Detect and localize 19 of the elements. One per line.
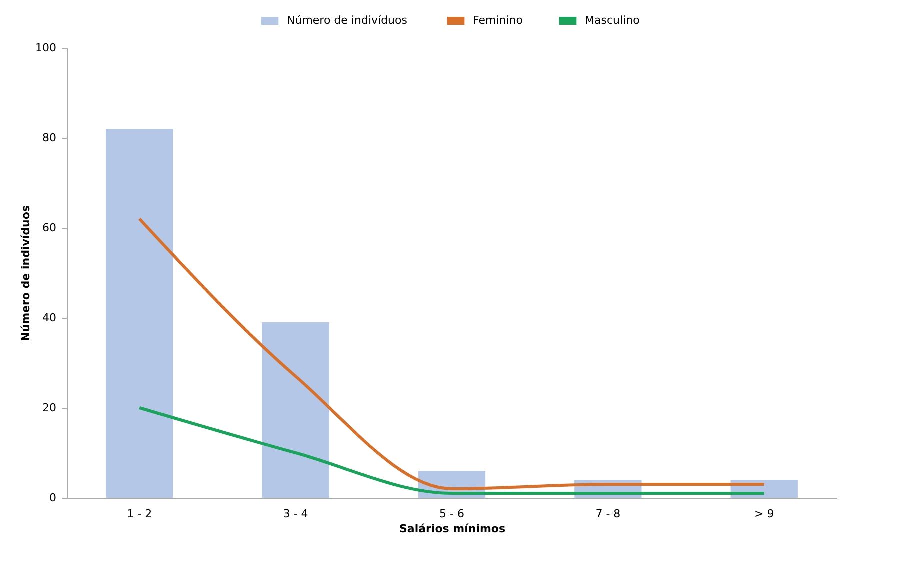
legend-label: Feminino xyxy=(473,14,524,27)
bar xyxy=(106,129,174,498)
legend-label: Número de indivíduos xyxy=(287,14,408,27)
x-tick-label: > 9 xyxy=(754,508,774,520)
x-tick-label: 5 - 6 xyxy=(440,508,464,520)
line-series xyxy=(138,218,766,490)
legend-label: Masculino xyxy=(585,14,640,27)
y-tick-label: 60 xyxy=(42,222,56,234)
x-axis-title: Salários mínimos xyxy=(399,522,506,536)
y-tick-label: 40 xyxy=(42,312,56,324)
y-tick-label: 80 xyxy=(42,132,56,144)
y-tick-label: 0 xyxy=(50,492,56,504)
x-tick-label: 7 - 8 xyxy=(596,508,621,520)
y-tick-label: 20 xyxy=(42,402,56,414)
bar xyxy=(262,322,330,498)
x-tick-label: 3 - 4 xyxy=(283,508,308,520)
y-tick-label: 100 xyxy=(36,42,56,54)
y-axis-title: Número de indivíduos xyxy=(20,205,33,342)
x-tick-label: 1 - 2 xyxy=(127,508,152,520)
